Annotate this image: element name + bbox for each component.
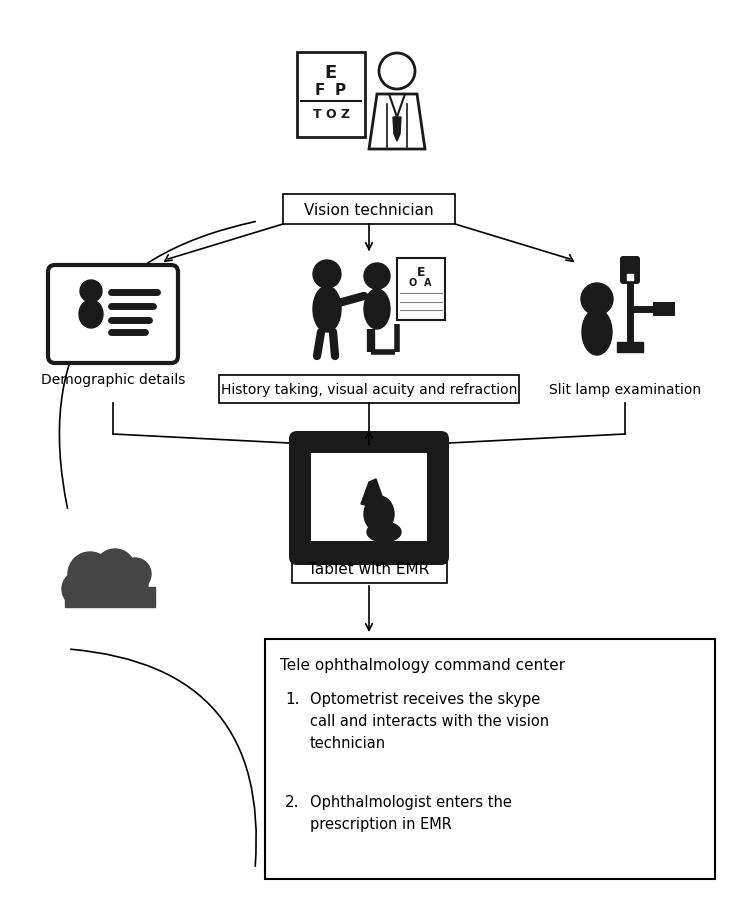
FancyArrowPatch shape — [71, 650, 256, 866]
Bar — [397, 259, 445, 321]
Bar — [219, 375, 519, 404]
FancyArrowPatch shape — [59, 222, 255, 508]
FancyBboxPatch shape — [48, 266, 178, 363]
Bar — [311, 454, 427, 541]
Bar — [297, 53, 365, 138]
Text: 1.: 1. — [285, 691, 299, 706]
Bar — [291, 556, 446, 583]
Ellipse shape — [364, 496, 394, 532]
Bar — [351, 527, 406, 539]
Text: A: A — [424, 278, 432, 288]
Circle shape — [83, 562, 127, 607]
Text: Tele ophthalmology command center: Tele ophthalmology command center — [280, 657, 565, 672]
Text: F: F — [315, 82, 325, 97]
Polygon shape — [369, 95, 425, 149]
Circle shape — [119, 558, 151, 590]
Circle shape — [80, 281, 102, 302]
Text: Vision technician: Vision technician — [304, 202, 434, 217]
Text: Slit lamp examination: Slit lamp examination — [549, 383, 701, 396]
Circle shape — [364, 263, 390, 290]
Text: History taking, visual acuity and refraction: History taking, visual acuity and refrac… — [221, 383, 517, 396]
Bar — [65, 588, 155, 608]
Ellipse shape — [79, 301, 103, 329]
Circle shape — [581, 283, 613, 315]
Bar — [617, 343, 643, 353]
Ellipse shape — [364, 290, 390, 330]
Circle shape — [313, 261, 341, 289]
Text: Ophthalmologist enters the
prescription in EMR: Ophthalmologist enters the prescription … — [310, 794, 512, 831]
Text: P: P — [335, 82, 346, 97]
Text: O: O — [326, 107, 336, 120]
Text: Demographic details: Demographic details — [41, 373, 185, 386]
FancyBboxPatch shape — [653, 302, 675, 317]
Circle shape — [62, 571, 98, 608]
Text: E: E — [417, 265, 425, 278]
Bar — [627, 275, 633, 281]
Text: Optometrist receives the skype
call and interacts with the vision
technician: Optometrist receives the skype call and … — [310, 691, 549, 751]
Ellipse shape — [313, 287, 341, 333]
Text: Tablet with EMR: Tablet with EMR — [308, 562, 429, 577]
Circle shape — [112, 567, 148, 602]
Bar — [265, 640, 715, 879]
Circle shape — [68, 552, 112, 597]
Text: E: E — [325, 64, 337, 82]
Polygon shape — [393, 118, 401, 142]
Text: T: T — [313, 107, 321, 120]
FancyBboxPatch shape — [289, 432, 449, 566]
FancyBboxPatch shape — [620, 257, 640, 284]
Polygon shape — [361, 479, 383, 509]
Bar — [283, 195, 455, 225]
Ellipse shape — [582, 310, 612, 355]
Text: 2.: 2. — [285, 794, 299, 809]
Text: Z: Z — [341, 107, 350, 120]
Text: O: O — [409, 278, 417, 288]
Circle shape — [379, 54, 415, 90]
Circle shape — [95, 549, 135, 589]
Ellipse shape — [367, 522, 401, 542]
